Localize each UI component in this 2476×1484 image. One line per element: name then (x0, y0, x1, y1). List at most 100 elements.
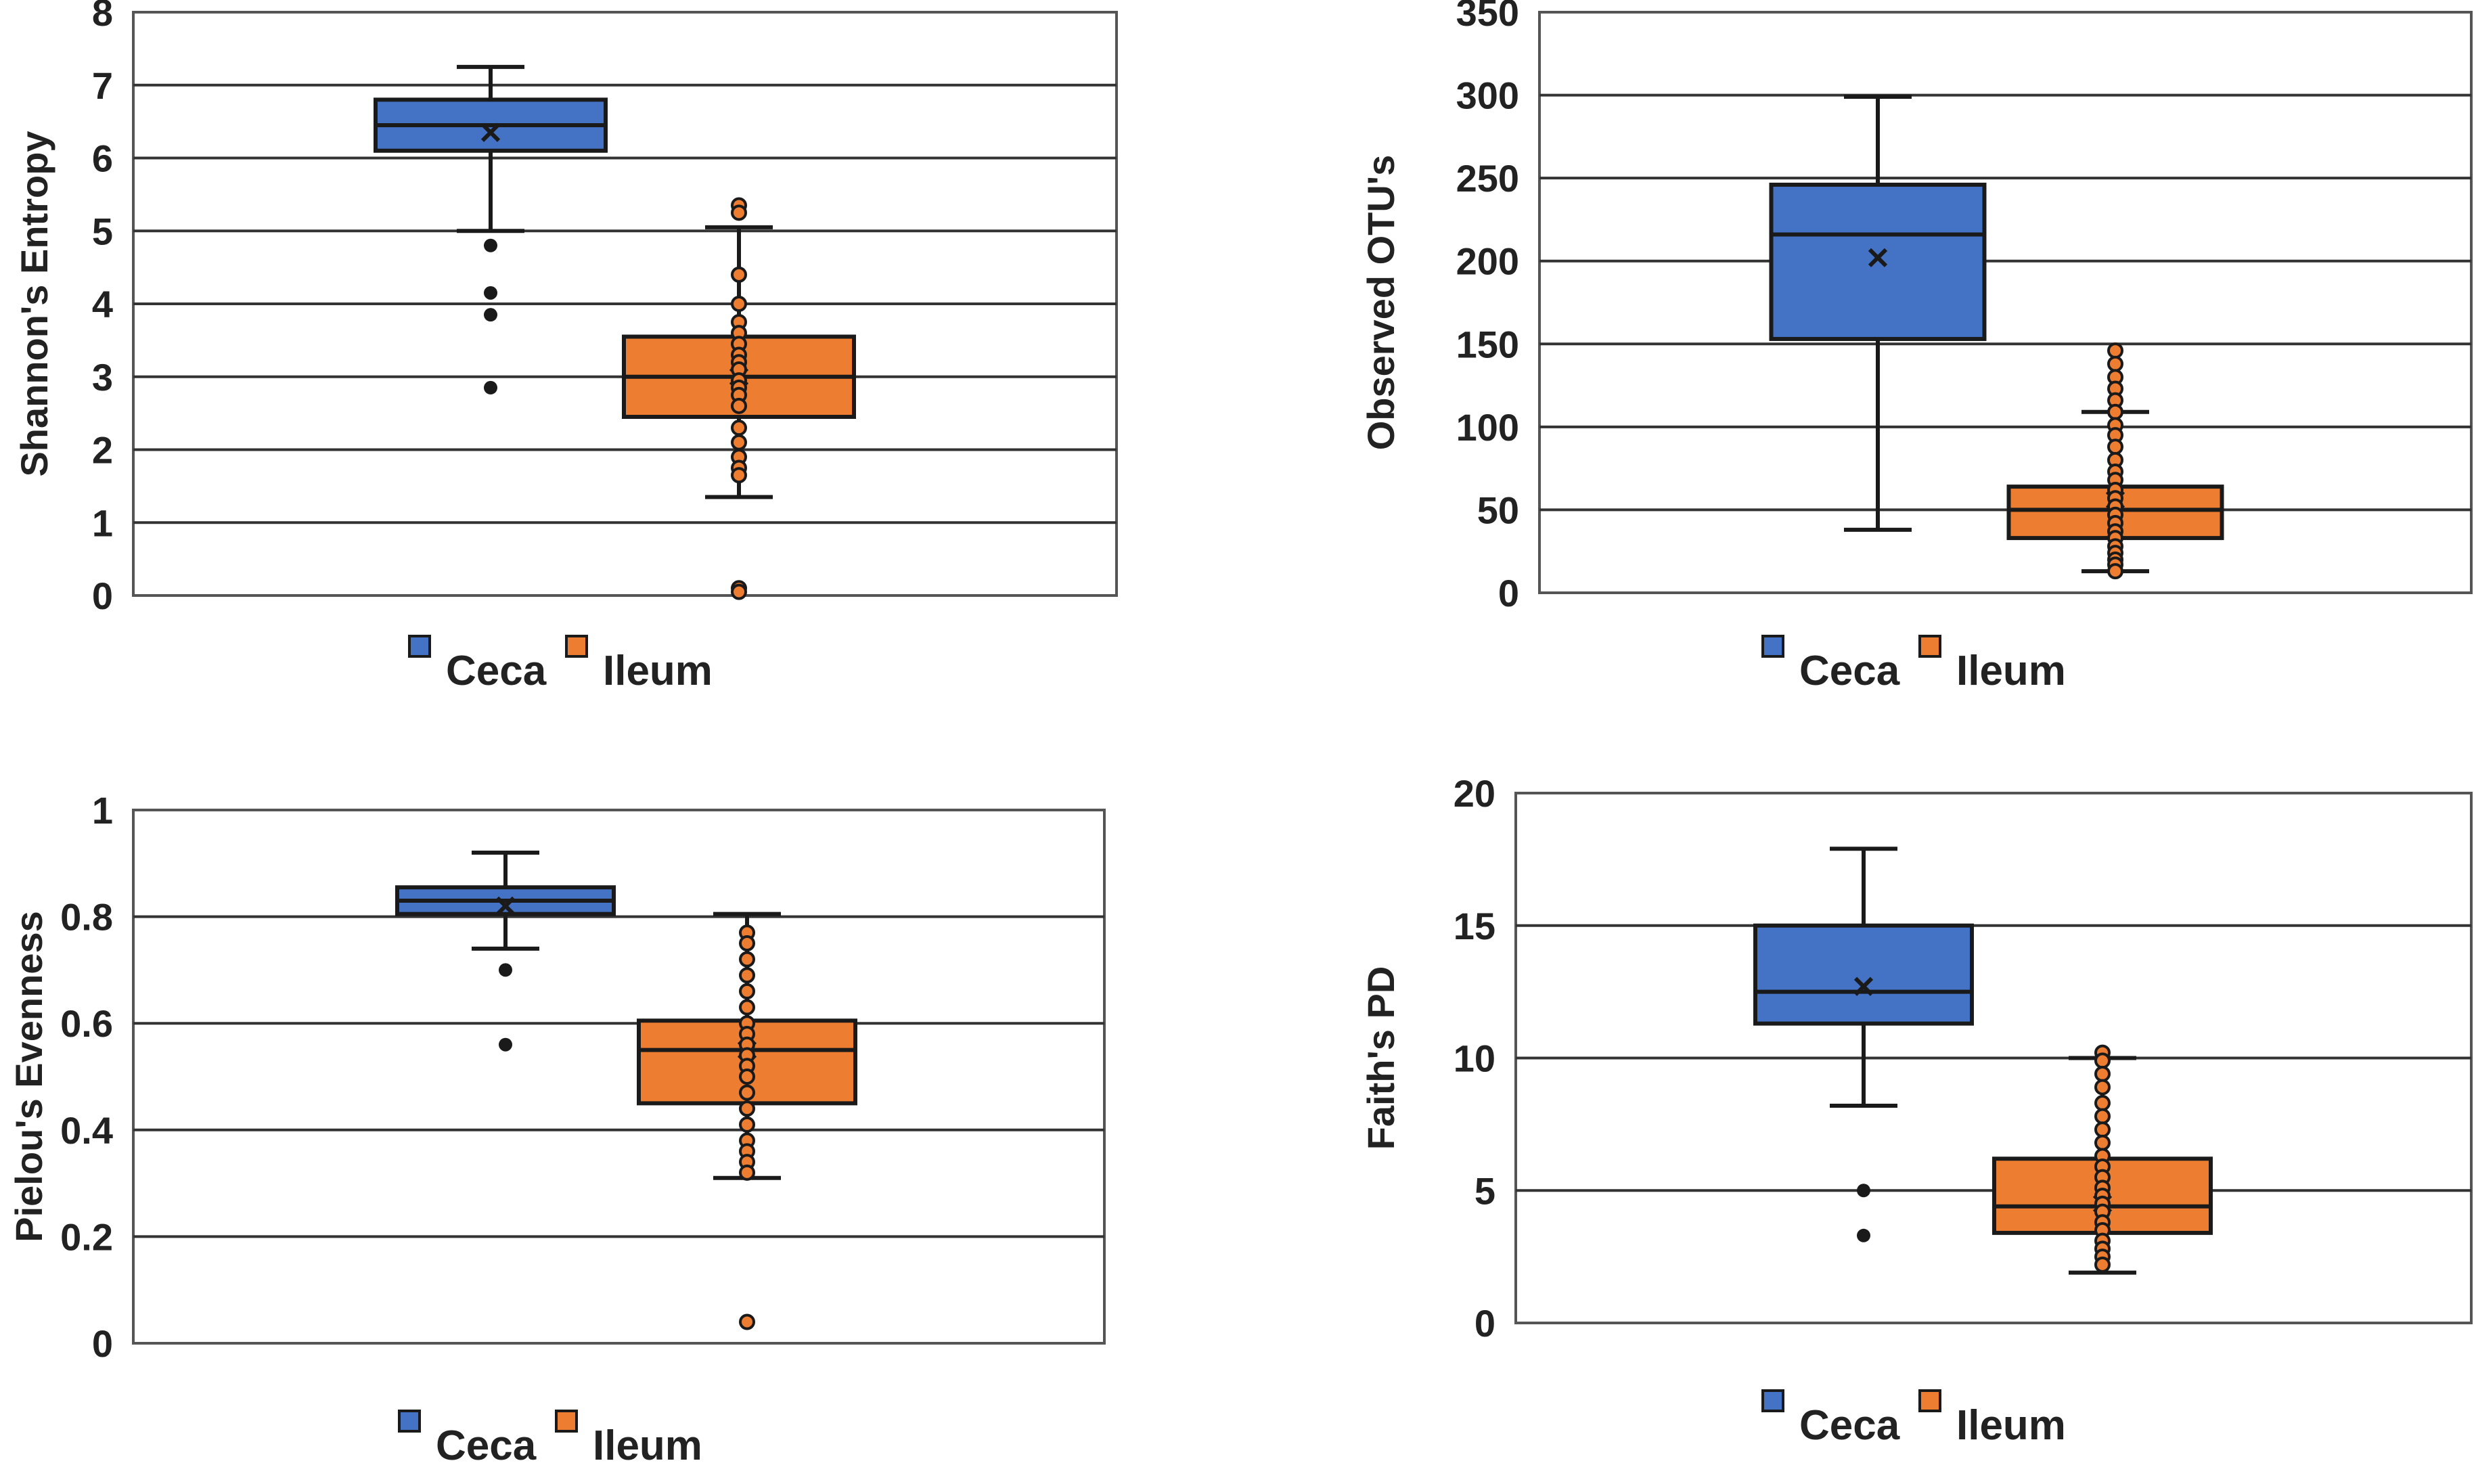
y-axis-title: Shannon's Entropy (13, 131, 55, 476)
sample-point (2094, 1052, 2111, 1069)
y-axis-title: Faith's PD (1359, 966, 1402, 1150)
y-tick-label: 0.2 (60, 1215, 113, 1258)
sample-point (739, 1164, 755, 1181)
sample-point (731, 204, 747, 221)
y-tick-label: 350 (1456, 0, 1519, 34)
mean-marker (480, 122, 501, 142)
y-tick-label: 0 (92, 1322, 113, 1365)
sample-point (739, 935, 755, 951)
y-tick-label: 5 (1475, 1169, 1495, 1212)
legend-swatch-ceca (408, 635, 431, 658)
sample-point (731, 420, 747, 436)
legend-swatch-ceca (1761, 1389, 1784, 1412)
chart-panel-3: 0 0.2 0.4 0.6 0.8 1 Pielou's Evenness Ceca Ileum (7, 789, 1106, 1469)
y-tick-label: 100 (1456, 406, 1519, 449)
box-ileum (637, 912, 857, 1330)
y-axis-title: Observed OTU's (1359, 155, 1402, 451)
y-tick-label: 300 (1456, 74, 1519, 117)
sample-point (2107, 563, 2123, 580)
y-tick-label: 1 (92, 789, 113, 832)
y-tick-label: 20 (1454, 772, 1495, 815)
sample-point (2094, 1256, 2111, 1273)
outlier-point (484, 286, 497, 300)
legend-swatch-ileum (565, 635, 588, 658)
y-tick-label: 0.8 (60, 896, 113, 939)
legend-label-ceca: Ceca (436, 1422, 537, 1469)
sample-point (739, 1100, 755, 1117)
box-ileum (2006, 342, 2224, 580)
y-tick-label: 0 (1498, 572, 1519, 614)
y-tick-label: 0 (1475, 1302, 1495, 1345)
sample-point (2107, 403, 2123, 420)
legend-swatch-ileum (1918, 1389, 1941, 1412)
legend-label-ileum: Ileum (1956, 648, 2066, 694)
sample-point (739, 999, 755, 1016)
legend-label-ceca: Ceca (446, 648, 547, 694)
legend: Ceca Ileum (408, 635, 713, 694)
legend: Ceca Ileum (398, 1410, 702, 1469)
outlier-point (484, 380, 497, 395)
chart-panel-4: 0 5 10 15 20 Faith's PD Ceca Ileum (1359, 772, 2473, 1449)
y-tick-label: 6 (92, 137, 113, 180)
legend-label-ileum: Ileum (603, 648, 713, 694)
sample-point (2107, 439, 2123, 455)
y-tick-label: 50 (1477, 489, 1519, 531)
sample-point (731, 434, 747, 451)
sample-point (2094, 1134, 2111, 1151)
sample-point (2094, 1079, 2111, 1096)
sample-point (739, 983, 755, 999)
y-tick-label: 5 (92, 210, 113, 252)
chart-panel-2: 0 50 100 150 200 250 300 350 Observed OTU's Ceca I… (1359, 0, 2473, 694)
y-tick-label: 150 (1456, 323, 1519, 365)
y-tick-label: 0.4 (60, 1109, 113, 1152)
legend-label-ceca: Ceca (1799, 1402, 1900, 1449)
sample-point (2107, 342, 2123, 359)
box-ceca (1753, 847, 1974, 1242)
sample-point (731, 296, 747, 312)
y-axis-title: Pielou's Evenness (7, 911, 50, 1242)
outlier-point (1857, 1228, 1870, 1242)
sample-point (731, 266, 747, 283)
legend: Ceca Ileum (1761, 635, 2066, 694)
sample-point (731, 397, 747, 414)
sample-point (2094, 1108, 2111, 1125)
plot-frame (1538, 11, 2473, 594)
box-ceca (374, 64, 608, 395)
legend-swatch-ceca (1761, 635, 1784, 658)
iqr-box (1753, 923, 1974, 1026)
y-tick-label: 3 (92, 356, 113, 399)
mean-marker (1853, 976, 1874, 996)
sample-point (731, 583, 747, 600)
outlier-point (484, 308, 497, 322)
box-ceca (1769, 95, 1987, 532)
sample-point (739, 1313, 755, 1330)
iqr-box (1769, 182, 1987, 341)
sample-point (731, 467, 747, 484)
legend-swatch-ceca (398, 1410, 421, 1433)
y-tick-label: 250 (1456, 157, 1519, 200)
box-ceca (395, 851, 616, 1052)
y-tick-label: 8 (92, 0, 113, 34)
plot-frame (132, 809, 1106, 1345)
y-tick-label: 10 (1454, 1037, 1495, 1080)
y-tick-label: 7 (92, 64, 113, 107)
y-tick-label: 4 (92, 283, 113, 325)
box-ileum (1992, 1044, 2213, 1275)
outlier-point (499, 1037, 512, 1052)
legend-label-ceca: Ceca (1799, 648, 1900, 694)
y-tick-label: 15 (1454, 905, 1495, 947)
sample-point (2107, 355, 2123, 372)
sample-point (739, 951, 755, 968)
y-tick-label: 2 (92, 429, 113, 472)
sample-point (739, 1116, 755, 1133)
mean-marker (495, 896, 516, 916)
outlier-point (499, 963, 512, 977)
legend-swatch-ileum (555, 1410, 578, 1433)
y-tick-label: 0.6 (60, 1002, 113, 1045)
chart-panel-1: 0 1 2 3 4 5 6 7 8 Shannon's Entropy Ceca Ileum (13, 0, 1118, 694)
sample-point (2094, 1095, 2111, 1112)
sample-point (739, 1084, 755, 1101)
legend-label-ileum: Ileum (593, 1422, 702, 1469)
sample-point (739, 1069, 755, 1085)
legend-swatch-ileum (1918, 635, 1941, 658)
